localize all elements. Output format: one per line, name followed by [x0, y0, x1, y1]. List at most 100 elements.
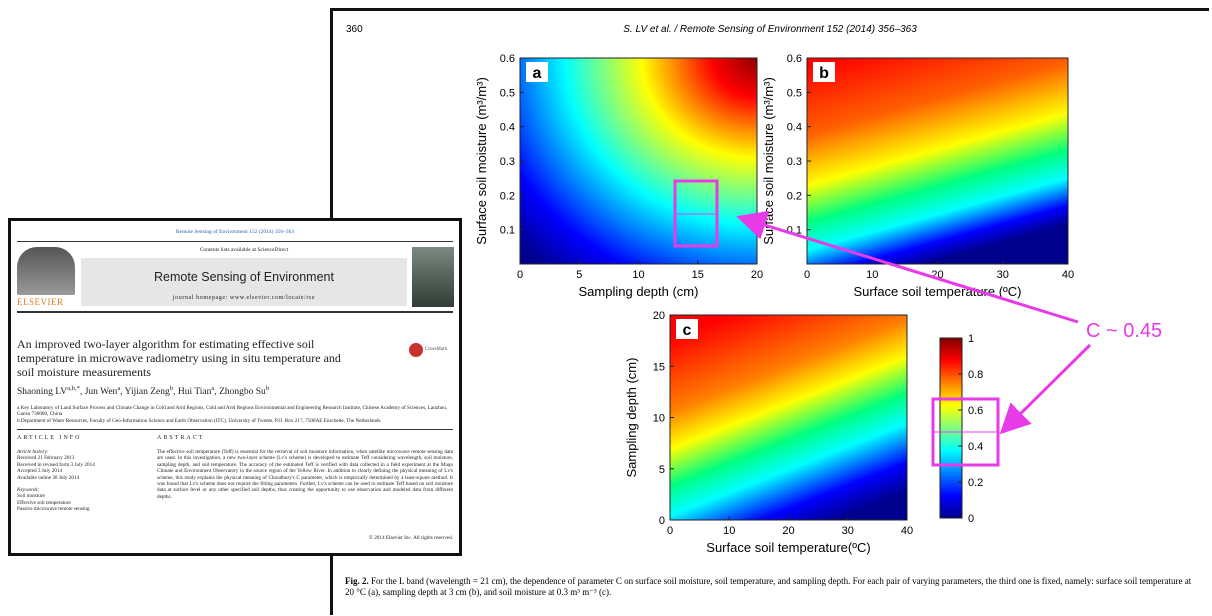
y-tick-label: 0.2: [787, 190, 802, 202]
article-info: Article history: Received 21 February 201…: [17, 449, 147, 513]
x-tick-label: 15: [692, 269, 704, 281]
publisher: ELSEVIER: [17, 297, 64, 307]
rule: [17, 429, 453, 430]
author-name: , Yijian Zeng: [120, 387, 170, 397]
arrow: [999, 343, 1092, 435]
x-axis-label: Surface soil temperature (ºC): [853, 284, 1021, 299]
x-tick-label: 30: [842, 525, 854, 537]
running-head: Remote Sensing of Environment 152 (2014)…: [175, 229, 295, 235]
caption-text: For the L band (wavelength = 21 cm), the…: [345, 576, 1192, 597]
journal-title: Remote Sensing of Environment: [154, 270, 334, 284]
author-affil: a: [211, 384, 215, 392]
rule: [17, 311, 453, 313]
y-tick-label: 5: [659, 464, 665, 476]
figure-caption: Fig. 2. For the L band (wavelength = 21 …: [345, 576, 1200, 598]
x-tick-label: 40: [901, 525, 913, 537]
y-tick-label: 0.4: [787, 122, 802, 134]
arrow: [736, 210, 1079, 324]
y-tick-label: 0.6: [500, 53, 515, 65]
colorbar-tick-label: 1: [968, 333, 974, 345]
y-tick-label: 0.5: [500, 87, 515, 99]
x-axis-label: Sampling depth (cm): [579, 284, 699, 299]
journal-cover: [412, 247, 454, 307]
y-tick-label: 0.4: [500, 122, 515, 134]
x-tick-label: 20: [782, 525, 794, 537]
homepage: journal homepage: www.elsevier.com/locat…: [172, 295, 316, 301]
x-tick-label: 0: [804, 269, 810, 281]
author-affil: a: [117, 384, 121, 392]
keywords-label: Keywords:: [17, 487, 40, 494]
author-affil: b: [169, 384, 174, 392]
contents-line: Contents lists available at ScienceDirec…: [81, 247, 407, 257]
history-item: Accepted 3 July 2014: [17, 468, 63, 475]
heatmap: [669, 314, 908, 521]
y-tick-label: 20: [653, 310, 665, 322]
history-item: Available online 30 July 2014: [17, 474, 80, 481]
affiliations: a Key Laboratory of Land Surface Process…: [17, 405, 453, 424]
x-tick-label: 10: [866, 269, 878, 281]
keyword: Effective soil temperature: [17, 499, 71, 506]
colorbar-tick-label: 0.8: [968, 369, 983, 381]
author-name: Shaoning LV: [17, 387, 68, 397]
author-name: , Hui Tian: [173, 387, 212, 397]
x-tick-label: 20: [751, 269, 763, 281]
running-head: S. LV et al. / Remote Sensing of Environ…: [623, 24, 917, 35]
x-tick-label: 30: [997, 269, 1009, 281]
affiliation: b Department of Water Resources, Faculty…: [17, 417, 381, 424]
keyword: Soil moisture: [17, 493, 45, 500]
author-name: , Jun Wen: [79, 387, 118, 397]
history-item: Received in revised form 3 July 2014: [17, 461, 95, 468]
page-number: 360: [346, 24, 363, 35]
panel-letter-box: [813, 62, 835, 82]
panel-letter-box: [526, 62, 548, 82]
article-first-page: Remote Sensing of Environment 152 (2014)…: [8, 218, 462, 556]
y-tick-label: 0.3: [787, 156, 802, 168]
colorbar-tick-label: 0: [968, 513, 974, 525]
colorbar: [939, 337, 963, 519]
y-axis-label: Sampling depth (cm): [624, 358, 639, 478]
x-tick-label: 10: [723, 525, 735, 537]
crossmark-icon: [409, 343, 423, 357]
journal-band: [81, 258, 407, 306]
author-name: , Zhongbo Su: [214, 387, 266, 397]
authors: Shaoning LVa,b,*, Jun Wena, Yijian Zengb…: [17, 384, 270, 397]
colorbar-tick-label: 0.6: [968, 405, 983, 417]
logo-tree: [17, 247, 75, 295]
panel-letter: b: [819, 65, 829, 82]
panel-letter: c: [683, 322, 692, 339]
keyword: Passive microwave remote sensing: [17, 506, 90, 513]
section-heading: ABSTRACT: [157, 435, 205, 441]
x-tick-label: 0: [667, 525, 673, 537]
author-affil: a,b,*: [67, 384, 80, 392]
colorbar-tick-label: 0.4: [968, 441, 983, 453]
x-tick-label: 0: [517, 269, 523, 281]
abstract: The effective soil temperature (Teff) is…: [157, 449, 453, 500]
heatmap: [806, 57, 1069, 265]
y-axis-label: Surface soil moisture (m³/m³): [761, 77, 776, 245]
y-tick-label: 0: [659, 515, 665, 527]
history-item: Received 21 February 2013: [17, 455, 75, 462]
rule: [17, 241, 453, 242]
crossmark: CrossMark: [425, 347, 448, 352]
copyright: © 2014 Elsevier Inc. All rights reserved…: [368, 535, 453, 541]
caption-label: Fig. 2.: [345, 576, 369, 586]
y-axis-label: Surface soil moisture (m³/m³): [474, 77, 489, 245]
y-tick-label: 0.1: [500, 225, 515, 237]
y-tick-label: 0.6: [787, 53, 802, 65]
annotation: C ~ 0.45: [1086, 320, 1162, 342]
section-heading: ARTICLE INFO: [17, 435, 82, 441]
history-label: Article history:: [17, 449, 49, 455]
colorbar-tick-label: 0.2: [968, 477, 983, 489]
y-tick-label: 0.5: [787, 87, 802, 99]
author-affil: b: [265, 384, 270, 392]
x-tick-label: 5: [576, 269, 582, 281]
affiliation: a Key Laboratory of Land Surface Process…: [17, 405, 448, 418]
y-tick-label: 10: [653, 413, 665, 425]
x-tick-label: 10: [632, 269, 644, 281]
x-axis-label: Surface soil temperature(ºC): [706, 540, 870, 555]
article-title: An improved two-layer algorithm for esti…: [17, 337, 341, 379]
panel-letter: a: [533, 65, 542, 82]
heatmap: [519, 57, 758, 265]
y-tick-label: 15: [653, 361, 665, 373]
